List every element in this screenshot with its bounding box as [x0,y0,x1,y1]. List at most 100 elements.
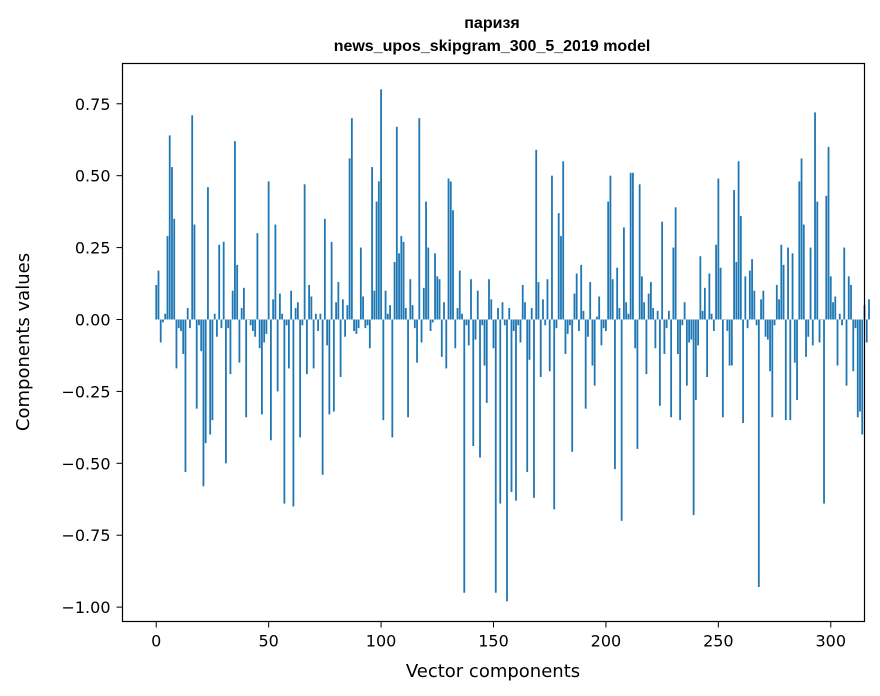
bar-288 [802,224,805,320]
bar-156 [506,319,508,602]
bar-234 [681,319,684,326]
bar-182 [564,319,567,355]
bar-2 [159,319,162,343]
bar-221 [652,307,655,320]
bar-225 [661,221,664,320]
bar-132 [452,210,454,320]
bar-268 [757,319,760,587]
bar-304 [838,313,841,320]
bar-309 [850,284,852,320]
chart-title: паризя [464,15,519,32]
bar-84 [344,319,346,337]
bar-120 [425,201,427,320]
bar-0 [155,284,158,320]
bar-292 [811,319,814,346]
bar-300 [829,276,832,320]
bar-108 [398,253,400,320]
bar-262 [744,276,747,320]
bar-232 [676,319,679,355]
bar-266 [753,290,756,320]
bar-63 [296,302,299,320]
bar-170 [537,282,540,320]
bar-104 [389,305,391,320]
bar-47 [261,319,263,415]
bar-56 [281,313,284,320]
bar-19 [198,319,200,326]
bar-82 [339,319,342,378]
bar-117 [418,118,421,320]
bar-136 [461,313,463,320]
bar-314 [861,319,864,435]
bar-27 [216,319,218,337]
bar-30 [222,241,225,320]
bar-118 [420,319,423,343]
bar-297 [823,319,825,504]
bar-233 [679,319,682,421]
bar-241 [697,319,700,346]
bar-218 [645,319,648,375]
bar-200 [605,319,607,331]
bar-272 [766,319,769,340]
y-tick-label: −0.75 [61,526,110,545]
bar-298 [825,195,828,320]
bar-71 [314,313,317,320]
bar-49 [265,319,268,334]
bar-220 [649,282,652,320]
bar-102 [384,290,387,320]
bar-67 [305,319,308,375]
bar-15 [189,319,191,329]
bar-10 [177,319,180,329]
bar-94 [366,319,369,326]
bar-271 [764,319,767,337]
bar-249 [715,244,717,320]
bar-172 [542,299,544,320]
bar-242 [699,256,702,320]
bar-299 [827,146,830,320]
bar-16 [191,115,194,320]
bar-46 [258,319,261,349]
bar-77 [328,319,331,415]
bar-257 [733,190,735,320]
bar-238 [690,319,693,340]
bar-179 [557,213,560,320]
bar-87 [350,118,353,320]
bar-142 [474,319,477,340]
bar-165 [526,319,529,472]
bar-86 [348,158,351,320]
bar-222 [654,319,657,349]
bar-244 [703,287,706,320]
bar-110 [402,241,405,320]
bar-308 [847,276,850,320]
bar-274 [771,319,774,418]
bar-83 [341,299,344,320]
bar-302 [834,296,837,320]
bar-3 [162,319,164,323]
bar-98 [375,201,378,320]
bar-259 [737,161,740,320]
chart-subtitle: news_upos_skipgram_300_5_2019 model [334,38,651,55]
bar-115 [413,319,416,329]
bar-283 [791,253,794,320]
x-tick-label: 50 [258,632,278,651]
bar-226 [663,319,666,355]
bar-101 [382,319,385,421]
bar-160 [515,319,517,501]
bar-127 [440,319,443,357]
bar-174 [546,279,549,320]
bar-4 [164,313,167,320]
bar-152 [497,307,499,320]
bar-140 [470,279,472,320]
bar-122 [429,319,432,331]
bar-312 [856,319,859,418]
bar-106 [393,261,396,320]
bar-31 [225,319,227,464]
bar-43 [252,319,254,331]
bar-153 [499,319,502,504]
bar-90 [357,319,360,329]
bar-28 [218,244,221,320]
bar-35 [234,141,236,320]
bar-186 [573,293,576,320]
bar-130 [447,178,450,320]
bar-194 [591,319,594,366]
